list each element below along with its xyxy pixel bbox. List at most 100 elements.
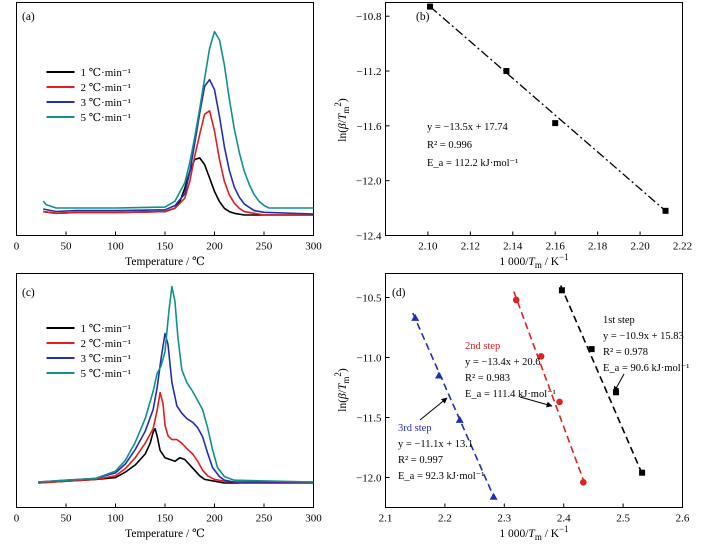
panel-b-xlabel: 1 000/Tm / K−1 [499,252,568,270]
panel-d-letter: (d) [392,287,406,299]
second-step-arrow [519,396,553,408]
first-step-r2: R² = 0.978 [603,347,648,358]
panel-a-legend-label: 5 ℃·min⁻¹ [81,112,131,124]
panel-d-point [612,389,619,396]
panel-b-ytick-label: −12.0 [356,176,382,188]
panel-b-ytick-label: −11.2 [356,66,381,78]
panel-a-plot: 0 50 100 150 200 250 300 1 ℃·min⁻¹ 2 ℃·min⁻¹ 3 ℃·… [14,30,322,253]
panel-b-ytick-label: −12.4 [356,231,382,243]
third-step-r2: R² = 0.997 [398,455,443,466]
panel-c-series-line [38,332,314,483]
panel-b-xtick-label: 2.12 [461,241,480,253]
panel-b-frame [385,2,683,236]
panel-c-legend-label: 3 ℃·min⁻¹ [81,353,131,365]
panel-a-frame [16,2,314,236]
panel-b-r2: R² = 0.996 [427,140,472,151]
panel-d-xtick-label: 2.1 [379,513,393,525]
panel-a-xtick-label: 100 [107,241,124,253]
panel-d-ytick-label: −12.0 [356,473,382,485]
panel-a-legend-label: 1 ℃·min⁻¹ [81,67,131,79]
panel-a-series-line [42,30,314,209]
panel-c-xtick-label: 250 [256,513,273,525]
panel-d-point [489,492,498,500]
second-step-equation: y = −13.4x + 20.6 [465,357,541,368]
third-step-arrow [419,397,448,421]
panel-d-point [537,353,545,360]
first-step-equation: y = −10.9x + 15.83 [603,331,684,342]
panel-b-xtick-label: 2.10 [418,241,438,253]
panel-c-xtick-label: 150 [157,513,174,525]
panel-d-xtick-label: 2.4 [557,513,571,525]
panel-d-annotations: 1st step y = −10.9x + 15.83 R² = 0.978 E… [398,315,689,482]
panel-c-series-line [38,427,314,484]
second-step-ea: E_a = 111.4 kJ·mol⁻¹ [465,389,556,400]
panel-a-series-line [43,110,314,216]
panel-d-point [434,371,443,379]
third-step-ea: E_a = 92.3 kJ·mol⁻¹ [398,471,484,482]
panel-d-fit-line [513,291,586,485]
panel-a-legend-label: 2 ℃·min⁻¹ [81,82,131,94]
panel-b-xtick-label: 2.22 [673,241,692,253]
panel-c-legend-label: 5 ℃·min⁻¹ [81,368,131,380]
panel-b-annotation: y = −13.5x + 17.74 R² = 0.996 E_a = 112.… [427,122,518,169]
panel-a-xtick-label: 0 [14,241,20,253]
panel-c-xtick-label: 200 [206,513,223,525]
third-step-title: 3rd step [398,423,432,434]
panel-c-xtick-label: 0 [14,513,20,525]
panel-b-point [662,207,669,214]
panel-a-xtick-label: 300 [305,241,322,253]
second-step-title: 2nd step [465,341,500,352]
panel-d-ytick-label: −10.5 [356,293,382,305]
panel-d-xtick-label: 2.6 [676,513,690,525]
panel-c-legend-label: 2 ℃·min⁻¹ [81,338,131,350]
panel-c-series-line [38,391,314,484]
panel-d-xlabel: 1 000/Tm / K−1 [499,524,568,542]
panel-c-plot: 0 50 100 150 200 250 300 1 ℃·min⁻¹ 2 ℃·min⁻¹ 3 ℃·… [14,285,322,525]
panel-c-xtick-label: 100 [107,513,124,525]
panel-b-fit-line [429,6,666,212]
panel-d-point [455,415,464,423]
panel-a-xlabel: Temperature / ℃ [125,256,205,268]
panel-a-series-line [43,78,314,215]
panel-b-letter: (b) [416,11,430,23]
panel-b-point [427,3,434,10]
first-step-ea: E_a = 90.6 kJ·mol⁻¹ [603,363,689,374]
panel-c-frame [16,273,314,508]
panel-b-point [503,68,510,75]
panel-d-point [588,346,595,353]
panel-c-xtick-label: 300 [305,513,322,525]
first-step-arrow [613,373,625,393]
panel-c-xtick-label: 50 [61,513,73,525]
panel-d-fit-line [559,285,644,476]
panel-d-ylabel: ln(β/Tm2) [333,368,351,412]
panel-b-ytick-label: −10.8 [356,11,382,23]
panel-d-xtick-label: 2.3 [497,513,511,525]
panel-c-legend-label: 1 ℃·min⁻¹ [81,323,131,335]
panel-d-fit-line [412,312,496,500]
panel-d-point [556,398,563,406]
panel-d-point [411,313,420,321]
third-step-equation: y = −11.1x + 13.1 [398,439,473,450]
panel-a-series-line [43,157,314,216]
panel-c-series-line [38,285,314,483]
panel-b-xtick-label: 2.14 [503,241,523,253]
panel-a-xtick-label: 50 [61,241,73,253]
panel-a-xtick-label: 200 [206,241,223,253]
panel-d-point [558,287,565,294]
first-step-title: 1st step [603,315,635,326]
panel-b-xtick-label: 2.18 [588,241,608,253]
panel-b-plot: 2.10 2.12 2.14 2.16 2.18 2.20 2.22 −10.8 −11.2 −1… [356,3,692,253]
panel-d-xtick-label: 2.2 [438,513,452,525]
panel-b-ylabel: ln(β/Tm2) [333,98,351,142]
panel-b-ea: E_a = 112.2 kJ·mol⁻¹ [427,158,518,169]
second-step-r2: R² = 0.983 [465,373,510,384]
panel-b-equation: y = −13.5x + 17.74 [427,122,509,133]
panel-c-letter: (c) [22,287,35,299]
panel-b-xtick-label: 2.16 [546,241,566,253]
panel-d-ytick-label: −11.5 [356,413,382,425]
panel-b-xtick-label: 2.20 [630,241,650,253]
panel-d-frame [385,273,683,508]
panel-d-xtick-label: 2.5 [616,513,630,525]
panel-d-point [580,479,587,486]
